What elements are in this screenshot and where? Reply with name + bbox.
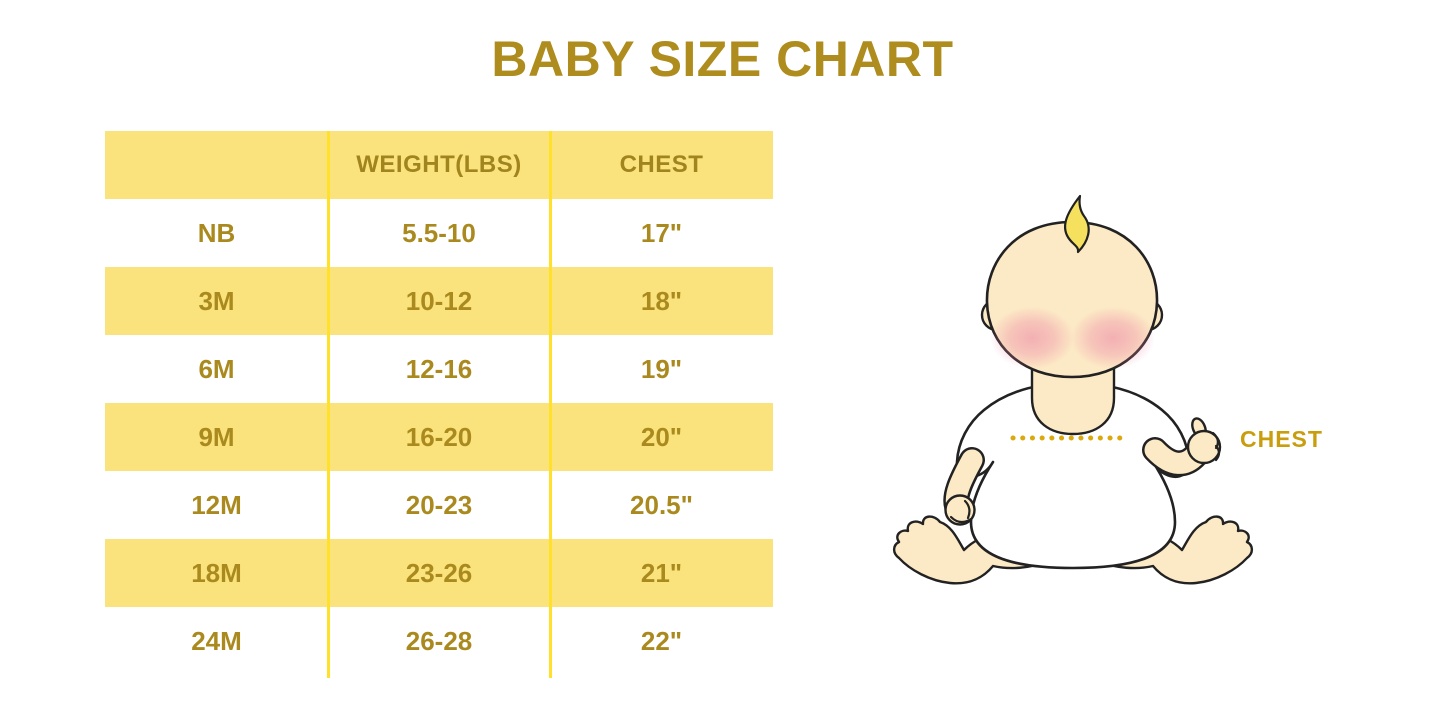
weight-value: 10-12 <box>405 285 473 316</box>
baby-blush <box>990 307 1155 369</box>
page-title: BABY SIZE CHART <box>491 31 954 87</box>
baby-hair-icon <box>1063 194 1090 254</box>
chest-value: 20.5" <box>630 489 693 520</box>
table-row-24m: 24M 26-28 22" <box>105 607 773 675</box>
weight-value: 12-16 <box>405 353 473 384</box>
weight-value: 5.5-10 <box>402 217 476 248</box>
table-row-nb: NB 5.5-10 17" <box>105 199 773 267</box>
column-divider-2 <box>549 131 552 678</box>
baby-illustration: CHEST <box>892 194 1323 585</box>
chest-value: 21" <box>640 557 683 588</box>
header-chest: CHEST <box>619 151 704 178</box>
baby-right-arm <box>1142 417 1222 477</box>
size-value: NB <box>197 217 236 248</box>
chest-label: CHEST <box>1240 426 1323 452</box>
size-value: 12M <box>191 489 242 520</box>
chest-value: 18" <box>640 285 683 316</box>
column-divider-1 <box>327 131 330 678</box>
table-row-18m: 18M 23-26 21" <box>105 539 773 607</box>
size-value: 6M <box>198 353 235 384</box>
weight-value: 26-28 <box>405 625 473 656</box>
size-value: 24M <box>191 625 242 656</box>
table-row-6m: 6M 12-16 19" <box>105 335 773 403</box>
weight-value: 16-20 <box>405 421 473 452</box>
header-weight: WEIGHT(LBS) <box>356 151 522 178</box>
table-row-9m: 9M 16-20 20" <box>105 403 773 471</box>
weight-value: 23-26 <box>405 557 473 588</box>
weight-value: 20-23 <box>405 489 473 520</box>
table-header-row: WEIGHT(LBS) CHEST <box>105 131 773 199</box>
size-value: 18M <box>191 557 242 588</box>
table-row-3m: 3M 10-12 18" <box>105 267 773 335</box>
chest-value: 19" <box>640 353 683 384</box>
size-chart-table: WEIGHT(LBS) CHEST NB 5.5-10 17" 3M 10-12… <box>105 131 773 678</box>
baby-left-arm <box>943 447 985 526</box>
size-value: 3M <box>198 285 235 316</box>
chest-value: 22" <box>640 625 683 656</box>
table-row-12m: 12M 20-23 20.5" <box>105 471 773 539</box>
chest-value: 17" <box>640 217 683 248</box>
size-value: 9M <box>198 421 235 452</box>
baby-fist <box>1186 429 1222 465</box>
baby-neck <box>1030 360 1116 436</box>
chest-value: 20" <box>640 421 683 452</box>
